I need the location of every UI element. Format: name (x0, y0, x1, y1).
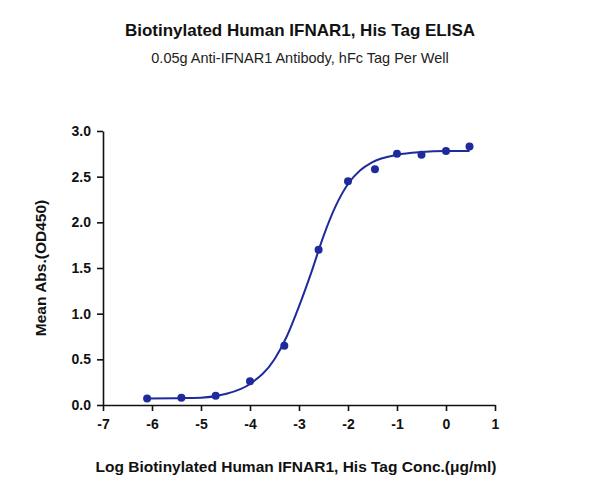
tick-mark (97, 131, 103, 133)
tick: 0 (443, 405, 451, 432)
tick-mark (250, 405, 252, 411)
tick-label: 0.5 (72, 351, 92, 367)
tick-mark (97, 359, 103, 361)
tick: 2.0 (72, 214, 103, 230)
tick-label: 3.0 (72, 123, 92, 139)
tick: 1 (492, 405, 500, 432)
y-axis: 0.0 0.5 1.0 1.5 2.0 2.5 3.0 (72, 123, 104, 413)
tick-mark (97, 176, 103, 178)
tick-mark (348, 405, 350, 411)
data-point (371, 165, 379, 173)
tick-mark (397, 405, 399, 411)
tick: -7 (97, 405, 110, 432)
tick-label: 1 (492, 416, 500, 432)
tick-mark (446, 405, 448, 411)
tick-label: -4 (244, 416, 257, 432)
tick-label: 2.5 (72, 169, 92, 185)
tick: 0.5 (72, 351, 103, 367)
tick-label: 0 (443, 416, 451, 432)
tick-mark (299, 405, 301, 411)
tick: 3.0 (72, 123, 103, 139)
tick-mark (495, 405, 497, 411)
tick-mark (152, 405, 154, 411)
tick-mark (97, 313, 103, 315)
tick: -4 (244, 405, 257, 432)
tick-label: -6 (146, 416, 159, 432)
x-axis-title: Log Biotinylated Human IFNAR1, His Tag C… (95, 458, 496, 475)
tick-label: 0.0 (72, 397, 92, 413)
tick: -2 (342, 405, 355, 432)
title: Biotinylated Human IFNAR1, His Tag ELISA (125, 21, 475, 40)
tick: 1.5 (72, 260, 103, 276)
x-axis: -7 -6 -5 -4 -3 -2 -1 0 1 (97, 405, 499, 432)
tick-label: -2 (342, 416, 355, 432)
tick-mark (97, 268, 103, 270)
plot-area (143, 143, 473, 403)
tick-label: -3 (293, 416, 306, 432)
tick-mark (97, 405, 103, 407)
tick-label: -1 (391, 416, 404, 432)
fit-line (147, 151, 469, 399)
tick-mark (201, 405, 203, 411)
tick: -1 (391, 405, 404, 432)
tick: 1.0 (72, 306, 103, 322)
subtitle: 0.05g Anti-IFNAR1 Antibody, hFc Tag Per … (151, 50, 448, 66)
tick: 2.5 (72, 169, 103, 185)
tick: -3 (293, 405, 306, 432)
tick-label: -7 (97, 416, 110, 432)
tick: 0.0 (72, 397, 103, 413)
tick-label: 1.5 (72, 260, 92, 276)
tick-label: -5 (195, 416, 208, 432)
y-axis-title: Mean Abs.(OD450) (32, 200, 49, 336)
tick-mark (97, 222, 103, 224)
data-point (466, 143, 474, 151)
tick-label: 1.0 (72, 306, 92, 322)
tick: -5 (195, 405, 208, 432)
tick: -6 (146, 405, 159, 432)
chart: Biotinylated Human IFNAR1, His Tag ELISA… (0, 0, 600, 496)
tick-label: 2.0 (72, 214, 92, 230)
